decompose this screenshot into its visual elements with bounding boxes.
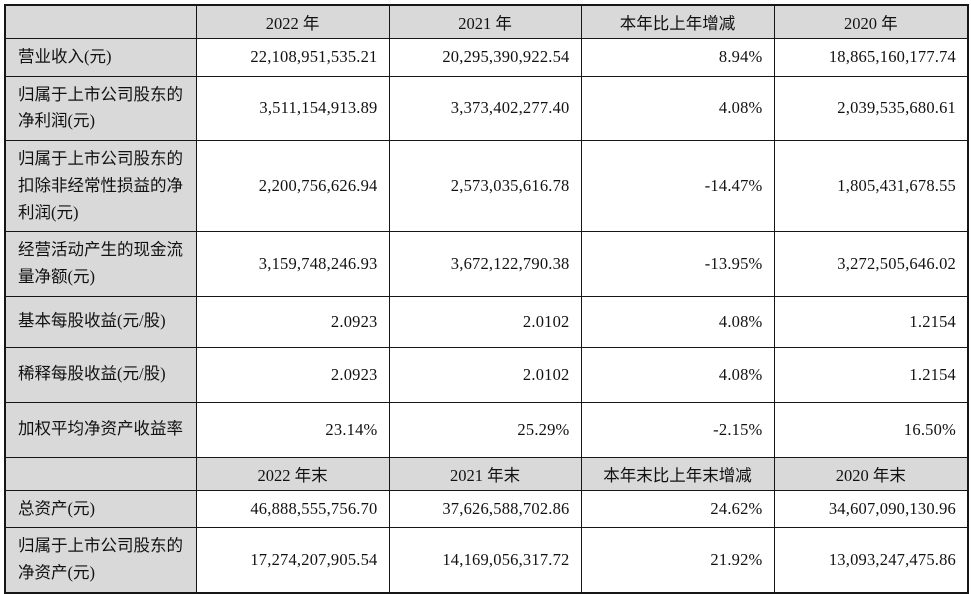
row-label-cell: 总资产(元) — [4, 489, 197, 529]
header-cell-blank — [4, 4, 197, 39]
value-cell-2021: 2.0102 — [388, 346, 582, 403]
value-cell-2021: 3,672,122,790.38 — [388, 231, 582, 297]
row-label-cell: 归属于上市公司股东的净利润(元) — [4, 75, 197, 142]
page: 2022 年 2021 年 本年比上年增减 2020 年 营业收入(元) 22,… — [4, 4, 969, 594]
value-cell-2020: 18,865,160,177.74 — [773, 38, 969, 77]
value-cell-2020: 3,272,505,646.02 — [773, 231, 969, 297]
header-cell-blank — [4, 456, 197, 491]
value-cell-2022: 2.0923 — [195, 295, 390, 348]
header-cell-2022-end: 2022 年末 — [195, 456, 390, 491]
header-cell-2020: 2020 年 — [773, 4, 969, 39]
value-cell-change: 24.62% — [580, 489, 775, 529]
value-cell-change: -2.15% — [580, 401, 775, 458]
row-label-cell: 加权平均净资产收益率 — [4, 401, 197, 458]
table-row-basic-eps: 基本每股收益(元/股) 2.0923 2.0102 4.08% 1.2154 — [4, 295, 969, 348]
value-cell-change: -14.47% — [580, 140, 775, 233]
value-cell-2020: 2,039,535,680.61 — [773, 75, 969, 142]
value-cell-2020: 16.50% — [773, 401, 969, 458]
row-label-cell: 归属于上市公司股东的净资产(元) — [4, 527, 197, 594]
annual-header-row: 2022 年 2021 年 本年比上年增减 2020 年 — [4, 4, 969, 39]
value-cell-2022: 17,274,207,905.54 — [195, 527, 390, 594]
table-row-diluted-eps: 稀释每股收益(元/股) 2.0923 2.0102 4.08% 1.2154 — [4, 346, 969, 403]
value-cell-2020: 13,093,247,475.86 — [773, 527, 969, 594]
header-cell-yoy-end-change: 本年末比上年末增减 — [580, 456, 775, 491]
table-row-net-profit-excl-nonrecurring: 归属于上市公司股东的扣除非经常性损益的净利润(元) 2,200,756,626.… — [4, 140, 969, 233]
value-cell-2022: 46,888,555,756.70 — [195, 489, 390, 529]
value-cell-change: 4.08% — [580, 295, 775, 348]
value-cell-2021: 2.0102 — [388, 295, 582, 348]
header-cell-2021: 2021 年 — [388, 4, 582, 39]
value-cell-2020: 1.2154 — [773, 295, 969, 348]
table-row-operating-cash-flow: 经营活动产生的现金流量净额(元) 3,159,748,246.93 3,672,… — [4, 231, 969, 297]
value-cell-2022: 3,159,748,246.93 — [195, 231, 390, 297]
value-cell-2020: 1.2154 — [773, 346, 969, 403]
value-cell-2021: 20,295,390,922.54 — [388, 38, 582, 77]
value-cell-2022: 3,511,154,913.89 — [195, 75, 390, 142]
value-cell-2020: 34,607,090,130.96 — [773, 489, 969, 529]
value-cell-2022: 23.14% — [195, 401, 390, 458]
row-label-cell: 归属于上市公司股东的扣除非经常性损益的净利润(元) — [4, 140, 197, 233]
header-cell-yoy-change: 本年比上年增减 — [580, 4, 775, 39]
table-row-net-assets-attributable: 归属于上市公司股东的净资产(元) 17,274,207,905.54 14,16… — [4, 527, 969, 594]
header-cell-2020-end: 2020 年末 — [773, 456, 969, 491]
value-cell-2020: 1,805,431,678.55 — [773, 140, 969, 233]
row-label-cell: 稀释每股收益(元/股) — [4, 346, 197, 403]
value-cell-2022: 2,200,756,626.94 — [195, 140, 390, 233]
value-cell-change: 8.94% — [580, 38, 775, 77]
value-cell-change: 4.08% — [580, 346, 775, 403]
financial-summary-table: 2022 年 2021 年 本年比上年增减 2020 年 营业收入(元) 22,… — [4, 4, 969, 594]
header-cell-2022: 2022 年 — [195, 4, 390, 39]
table-row-weighted-avg-roe: 加权平均净资产收益率 23.14% 25.29% -2.15% 16.50% — [4, 401, 969, 458]
value-cell-2021: 25.29% — [388, 401, 582, 458]
value-cell-2021: 37,626,588,702.86 — [388, 489, 582, 529]
year-end-header-row: 2022 年末 2021 年末 本年末比上年末增减 2020 年末 — [4, 456, 969, 491]
value-cell-2022: 22,108,951,535.21 — [195, 38, 390, 77]
row-label-cell: 营业收入(元) — [4, 38, 197, 77]
table-row-net-profit-attributable: 归属于上市公司股东的净利润(元) 3,511,154,913.89 3,373,… — [4, 75, 969, 142]
value-cell-2021: 3,373,402,277.40 — [388, 75, 582, 142]
row-label-cell: 经营活动产生的现金流量净额(元) — [4, 231, 197, 297]
header-cell-2021-end: 2021 年末 — [388, 456, 582, 491]
value-cell-2021: 14,169,056,317.72 — [388, 527, 582, 594]
value-cell-change: 4.08% — [580, 75, 775, 142]
table-row-total-assets: 总资产(元) 46,888,555,756.70 37,626,588,702.… — [4, 489, 969, 529]
value-cell-change: 21.92% — [580, 527, 775, 594]
value-cell-2022: 2.0923 — [195, 346, 390, 403]
row-label-cell: 基本每股收益(元/股) — [4, 295, 197, 348]
table-row-operating-revenue: 营业收入(元) 22,108,951,535.21 20,295,390,922… — [4, 38, 969, 77]
value-cell-change: -13.95% — [580, 231, 775, 297]
value-cell-2021: 2,573,035,616.78 — [388, 140, 582, 233]
